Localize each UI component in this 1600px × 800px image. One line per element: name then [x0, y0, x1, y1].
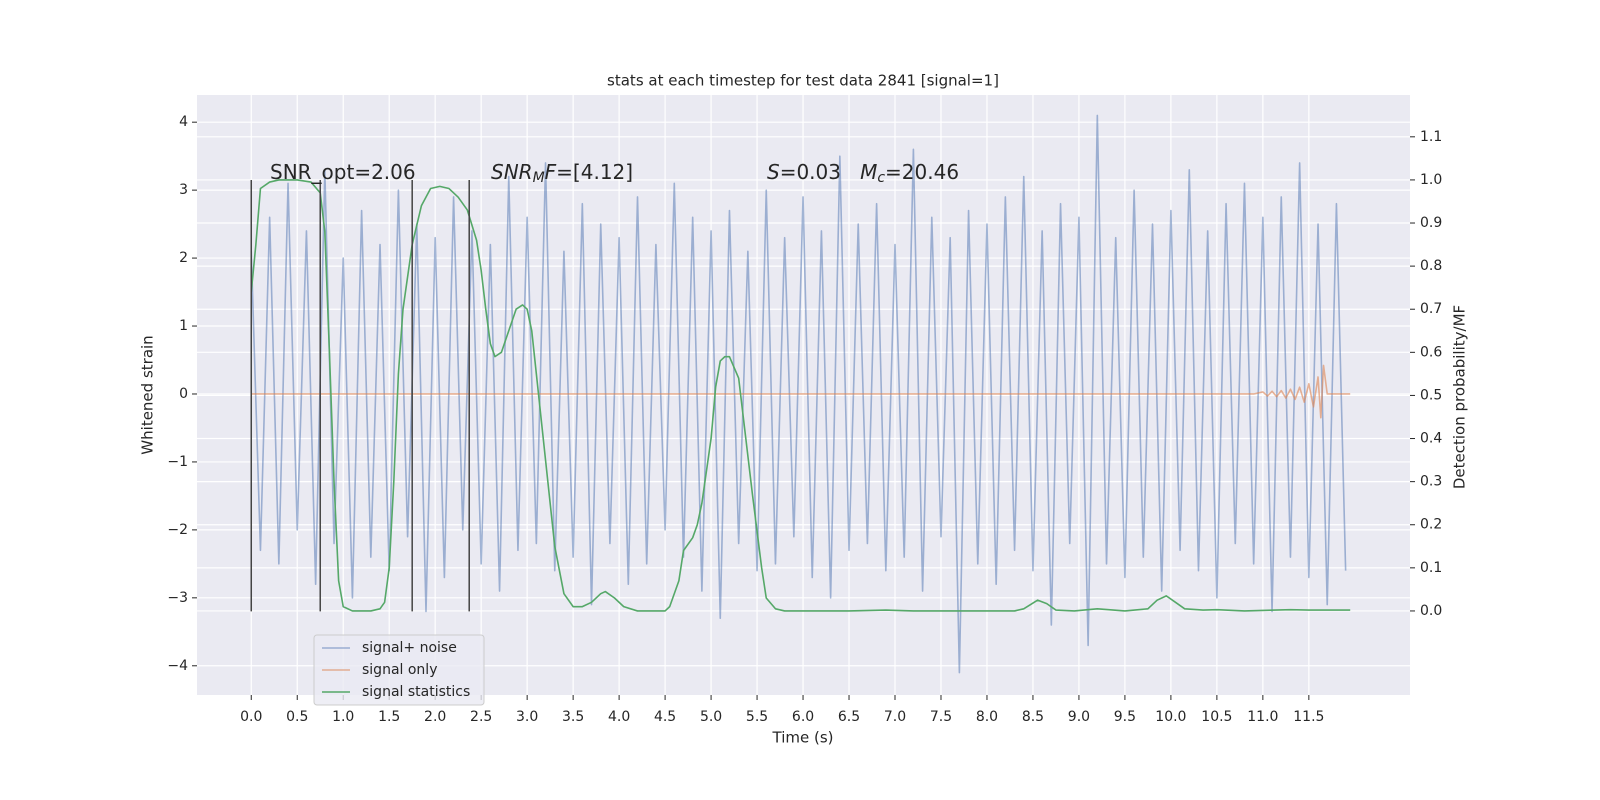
x-tick-label: 4.0	[608, 709, 630, 725]
y-tick-label: 4	[179, 114, 188, 130]
x-tick-label: 6.5	[838, 709, 860, 725]
x-tick-label: 10.5	[1201, 709, 1232, 725]
x-tick-label: 3.0	[516, 709, 538, 725]
y2-tick-label: 0.0	[1420, 603, 1442, 619]
x-tick-label: 9.5	[1114, 709, 1136, 725]
x-tick-label: 1.5	[378, 709, 400, 725]
annotation-part: =[4.12]	[556, 160, 633, 184]
series-line	[250, 179, 1351, 612]
x-tick-label: 3.5	[562, 709, 584, 725]
x-tick-label: 5.5	[746, 709, 768, 725]
y2-tick-label: 0.5	[1420, 387, 1442, 403]
annotation-part: M	[533, 170, 545, 186]
y2-tick-label: 0.8	[1420, 258, 1442, 274]
y2-tick-label: 0.6	[1420, 344, 1442, 360]
annotation-part: =20.46	[885, 160, 959, 184]
annotation-part: SNR	[491, 160, 533, 184]
y2-tick-label: 0.3	[1420, 474, 1442, 490]
marks	[250, 114, 1351, 674]
y-axis-label: Whitened strain	[139, 335, 157, 454]
y-tick-label: −2	[167, 522, 188, 538]
legend-label: signal+ noise	[362, 640, 457, 656]
y2-tick-label: 1.0	[1420, 172, 1442, 188]
x-tick-label: 2.5	[470, 709, 492, 725]
x-tick-label: 4.5	[654, 709, 676, 725]
y-tick-label: −4	[167, 658, 188, 674]
x-axis-label: Time (s)	[772, 729, 834, 747]
legend-label: signal only	[362, 662, 437, 678]
annotation: SNRMF=[4.12]	[491, 160, 633, 187]
series-line	[250, 114, 1347, 674]
legend-label: signal statistics	[362, 684, 470, 700]
x-tick-label: 0.0	[240, 709, 262, 725]
y-tick-label: 0	[179, 386, 188, 402]
y-tick-label: 2	[179, 250, 188, 266]
y2-tick-label: 1.1	[1420, 129, 1442, 145]
y2-tick-label: 0.1	[1420, 560, 1442, 576]
annotation-part: M	[860, 160, 877, 184]
x-tick-label: 10.0	[1155, 709, 1186, 725]
x-tick-label: 6.0	[792, 709, 814, 725]
y2-axis-label: Detection probability/MF	[1451, 305, 1469, 489]
x-tick-label: 0.5	[286, 709, 308, 725]
x-tick-label: 11.0	[1247, 709, 1278, 725]
annotation-part: SNR_opt=2.06	[270, 160, 416, 184]
y2-tick-label: 0.9	[1420, 215, 1442, 231]
y-tick-label: −1	[167, 454, 188, 470]
annotation: S=0.03 Mc=20.46	[767, 160, 959, 187]
y-tick-label: −3	[167, 590, 188, 606]
x-tick-label: 8.5	[1022, 709, 1044, 725]
x-tick-label: 1.0	[332, 709, 354, 725]
x-tick-label: 8.0	[976, 709, 998, 725]
annotation-part: =0.03	[780, 160, 860, 184]
y2-tick-label: 0.7	[1420, 301, 1442, 317]
annotation-part: F	[545, 160, 557, 184]
x-tick-label: 2.0	[424, 709, 446, 725]
x-tick-label: 5.0	[700, 709, 722, 725]
annotation: SNR_opt=2.06	[270, 160, 416, 184]
annotation-part: S	[767, 160, 780, 184]
y2-tick-label: 0.4	[1420, 431, 1442, 447]
annotation-part: c	[877, 170, 885, 186]
x-tick-label: 9.0	[1068, 709, 1090, 725]
legend-box	[313, 634, 485, 706]
y-tick-label: 3	[179, 182, 188, 198]
y2-tick-label: 0.2	[1420, 517, 1442, 533]
x-tick-label: 11.5	[1293, 709, 1324, 725]
chart-title: stats at each timestep for test data 284…	[607, 72, 999, 90]
series-line	[251, 364, 1351, 419]
x-tick-label: 7.5	[930, 709, 952, 725]
y-tick-label: 1	[179, 318, 188, 334]
x-tick-label: 7.0	[884, 709, 906, 725]
